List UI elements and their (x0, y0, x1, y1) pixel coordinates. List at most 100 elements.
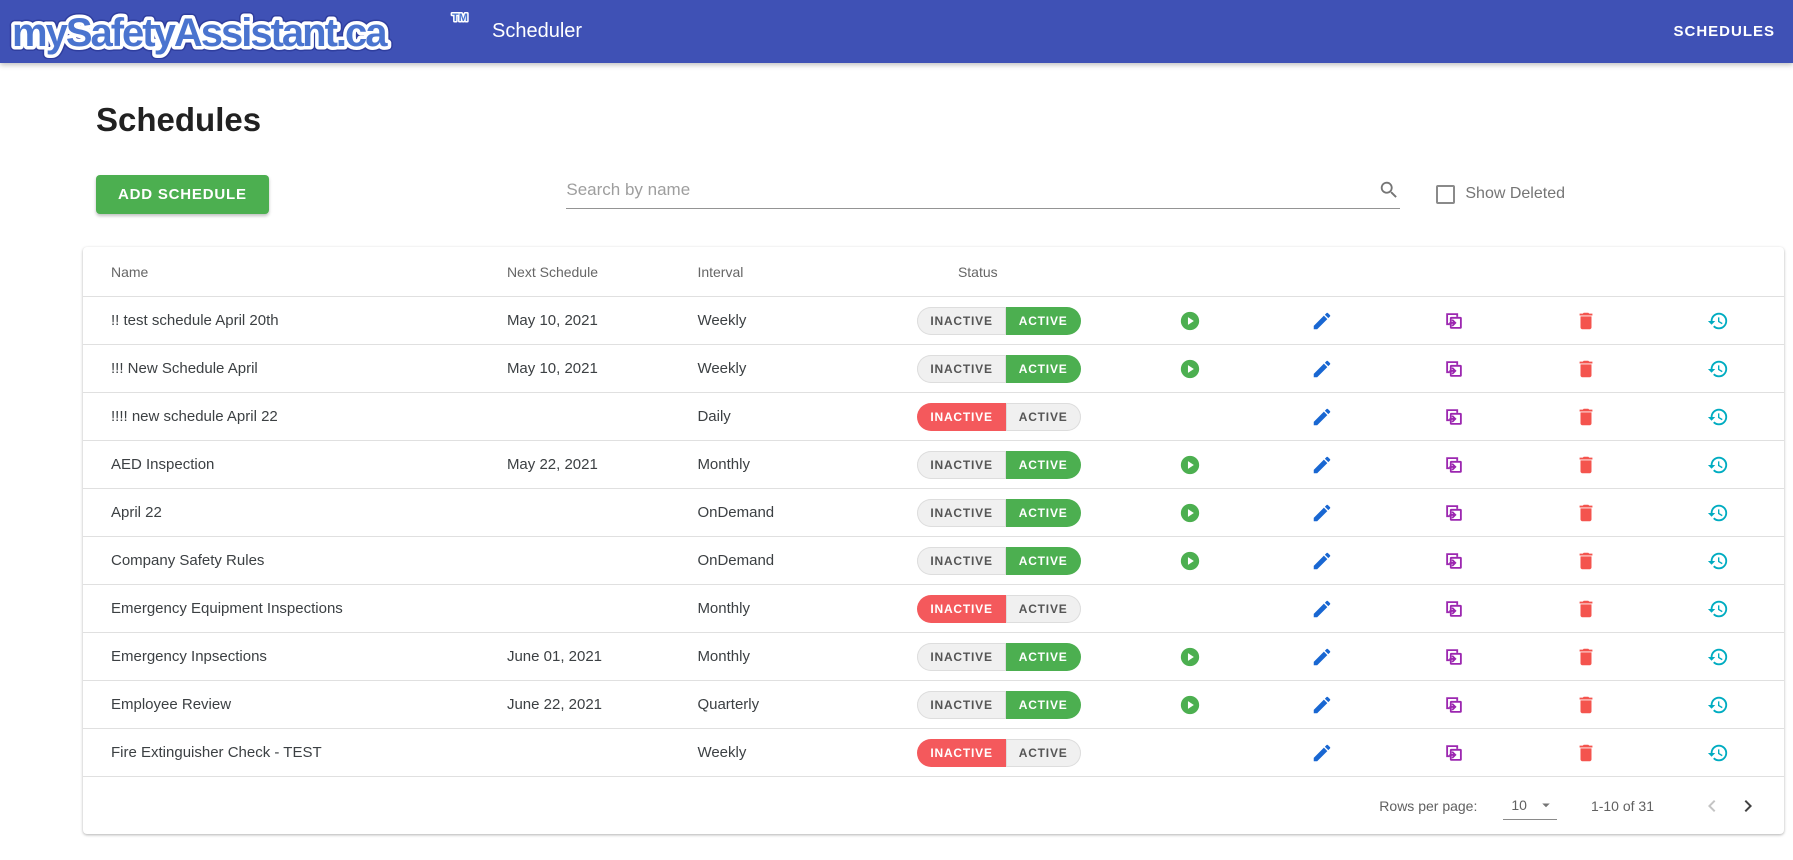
status-inactive-segment[interactable]: INACTIVE (917, 306, 1006, 335)
status-active-segment[interactable]: ACTIVE (1005, 594, 1081, 623)
edit-button[interactable] (1305, 688, 1339, 722)
nav-item-schedules[interactable]: SCHEDULES (1673, 22, 1775, 40)
run-button[interactable] (1173, 544, 1207, 578)
status-inactive-segment[interactable]: INACTIVE (917, 498, 1006, 527)
duplicate-button[interactable] (1437, 736, 1471, 770)
duplicate-button[interactable] (1437, 592, 1471, 626)
run-button[interactable] (1173, 448, 1207, 482)
history-button[interactable] (1701, 448, 1735, 482)
edit-button[interactable] (1305, 592, 1339, 626)
delete-button[interactable] (1569, 544, 1603, 578)
delete-button[interactable] (1569, 592, 1603, 626)
status-active-segment[interactable]: ACTIVE (1005, 642, 1081, 671)
duplicate-button[interactable] (1437, 544, 1471, 578)
status-active-segment[interactable]: ACTIVE (1005, 306, 1081, 335)
status-toggle[interactable]: INACTIVE ACTIVE (917, 642, 1081, 671)
duplicate-button[interactable] (1437, 640, 1471, 674)
status-inactive-segment[interactable]: INACTIVE (917, 546, 1006, 575)
delete-button[interactable] (1569, 496, 1603, 530)
search-input[interactable] (566, 180, 1379, 200)
edit-button[interactable] (1305, 736, 1339, 770)
rows-per-page-select[interactable]: 10 (1503, 792, 1557, 820)
status-active-segment[interactable]: ACTIVE (1005, 354, 1081, 383)
status-toggle[interactable]: INACTIVE ACTIVE (917, 402, 1081, 431)
pencil-icon (1313, 456, 1331, 473)
delete-button[interactable] (1569, 688, 1603, 722)
pagination-range: 1-10 of 31 (1590, 797, 1654, 814)
duplicate-button[interactable] (1437, 400, 1471, 434)
search-icon[interactable] (1378, 179, 1400, 201)
show-deleted-checkbox[interactable] (1436, 184, 1456, 204)
edit-button[interactable] (1305, 448, 1339, 482)
status-toggle[interactable]: INACTIVE ACTIVE (917, 450, 1081, 479)
history-restore-icon (1707, 552, 1728, 569)
duplicate-button[interactable] (1437, 304, 1471, 338)
schedule-name: !!!! new schedule April 22 (111, 408, 278, 425)
delete-button[interactable] (1569, 400, 1603, 434)
toolbar: ADD SCHEDULE Show Deleted (96, 173, 1697, 215)
status-inactive-segment[interactable]: INACTIVE (917, 450, 1006, 479)
status-active-segment[interactable]: ACTIVE (1005, 450, 1081, 479)
delete-button[interactable] (1569, 736, 1603, 770)
status-active-segment[interactable]: ACTIVE (1005, 690, 1081, 719)
edit-button[interactable] (1305, 352, 1339, 386)
status-inactive-segment[interactable]: INACTIVE (917, 690, 1006, 719)
status-toggle[interactable]: INACTIVE ACTIVE (917, 354, 1081, 383)
schedule-interval: Monthly (697, 600, 750, 617)
schedule-interval: OnDemand (697, 552, 775, 569)
run-button[interactable] (1173, 352, 1207, 386)
duplicate-button[interactable] (1437, 448, 1471, 482)
status-inactive-segment[interactable]: INACTIVE (917, 642, 1006, 671)
run-button[interactable] (1173, 496, 1207, 530)
pencil-icon (1313, 360, 1331, 377)
delete-button[interactable] (1569, 352, 1603, 386)
duplicate-button[interactable] (1437, 496, 1471, 530)
run-button[interactable] (1173, 640, 1207, 674)
delete-button[interactable] (1569, 304, 1603, 338)
history-button[interactable] (1701, 640, 1735, 674)
status-toggle[interactable]: INACTIVE ACTIVE (917, 498, 1081, 527)
status-active-segment[interactable]: ACTIVE (1005, 498, 1081, 527)
status-inactive-segment[interactable]: INACTIVE (917, 738, 1006, 767)
history-button[interactable] (1701, 592, 1735, 626)
duplicate-button[interactable] (1437, 688, 1471, 722)
edit-button[interactable] (1305, 400, 1339, 434)
status-toggle[interactable]: INACTIVE ACTIVE (917, 306, 1081, 335)
edit-button[interactable] (1305, 496, 1339, 530)
run-button[interactable] (1173, 688, 1207, 722)
pencil-icon (1313, 552, 1331, 569)
history-button[interactable] (1701, 304, 1735, 338)
status-toggle[interactable]: INACTIVE ACTIVE (917, 738, 1081, 767)
run-button[interactable] (1173, 304, 1207, 338)
status-active-segment[interactable]: ACTIVE (1005, 402, 1081, 431)
history-button[interactable] (1701, 352, 1735, 386)
history-button[interactable] (1701, 688, 1735, 722)
status-toggle[interactable]: INACTIVE ACTIVE (917, 690, 1081, 719)
trash-icon (1579, 312, 1593, 329)
schedule-name: April 22 (111, 504, 162, 521)
history-button[interactable] (1701, 544, 1735, 578)
table-row: Emergency Equipment Inspections Monthly … (83, 585, 1784, 633)
add-schedule-button[interactable]: ADD SCHEDULE (96, 174, 269, 214)
status-toggle[interactable]: INACTIVE ACTIVE (917, 594, 1081, 623)
edit-button[interactable] (1305, 304, 1339, 338)
schedule-interval: Weekly (697, 312, 747, 329)
status-active-segment[interactable]: ACTIVE (1005, 738, 1081, 767)
previous-page-button[interactable] (1694, 788, 1730, 824)
status-toggle[interactable]: INACTIVE ACTIVE (917, 546, 1081, 575)
delete-button[interactable] (1569, 640, 1603, 674)
duplicate-button[interactable] (1437, 352, 1471, 386)
status-inactive-segment[interactable]: INACTIVE (917, 402, 1006, 431)
history-button[interactable] (1701, 496, 1735, 530)
history-button[interactable] (1701, 400, 1735, 434)
status-active-segment[interactable]: ACTIVE (1005, 546, 1081, 575)
edit-button[interactable] (1305, 544, 1339, 578)
delete-button[interactable] (1569, 448, 1603, 482)
brand-logo[interactable]: mySafetyAssistant.ca mySafetyAssistant.c… (8, 5, 478, 59)
play-icon (1180, 551, 1200, 570)
edit-button[interactable] (1305, 640, 1339, 674)
next-page-button[interactable] (1730, 788, 1766, 824)
history-button[interactable] (1701, 736, 1735, 770)
status-inactive-segment[interactable]: INACTIVE (917, 354, 1006, 383)
status-inactive-segment[interactable]: INACTIVE (917, 594, 1006, 623)
